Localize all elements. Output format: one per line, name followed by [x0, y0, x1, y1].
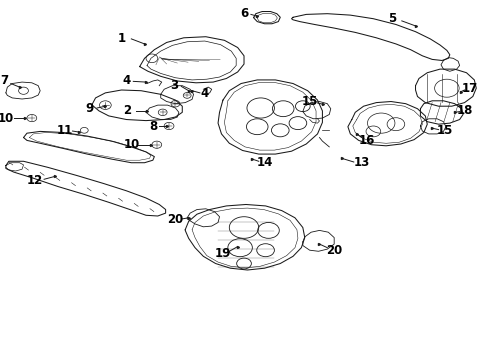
Text: 5: 5	[388, 12, 396, 25]
Text: 20: 20	[326, 244, 343, 257]
Text: 6: 6	[240, 7, 248, 20]
Text: 4: 4	[122, 75, 130, 87]
Text: 11: 11	[56, 124, 73, 137]
Text: 8: 8	[149, 120, 157, 133]
Text: 14: 14	[256, 156, 273, 169]
Text: 1: 1	[118, 32, 125, 45]
Text: 3: 3	[170, 79, 178, 92]
Text: 15: 15	[301, 95, 318, 108]
Text: 2: 2	[123, 104, 131, 117]
Text: 10: 10	[123, 138, 140, 151]
Text: 13: 13	[353, 156, 370, 169]
Text: 16: 16	[358, 134, 375, 147]
Text: 17: 17	[461, 82, 478, 95]
Text: 4: 4	[201, 87, 209, 100]
Text: 15: 15	[437, 124, 453, 137]
Text: 20: 20	[167, 213, 184, 226]
Text: 12: 12	[27, 174, 44, 187]
Text: 10: 10	[0, 112, 14, 125]
Text: 9: 9	[85, 102, 93, 114]
Text: 19: 19	[215, 247, 231, 260]
Text: 18: 18	[456, 104, 473, 117]
Text: 7: 7	[0, 75, 8, 87]
